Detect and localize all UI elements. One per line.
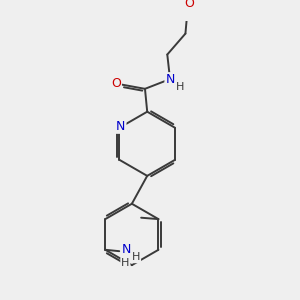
- Text: N: N: [122, 243, 131, 256]
- Text: H: H: [132, 252, 140, 262]
- Text: H: H: [176, 82, 184, 92]
- Text: O: O: [184, 0, 194, 10]
- Text: N: N: [116, 120, 125, 133]
- Text: O: O: [111, 77, 121, 90]
- Text: H: H: [121, 258, 130, 268]
- Text: N: N: [165, 73, 175, 86]
